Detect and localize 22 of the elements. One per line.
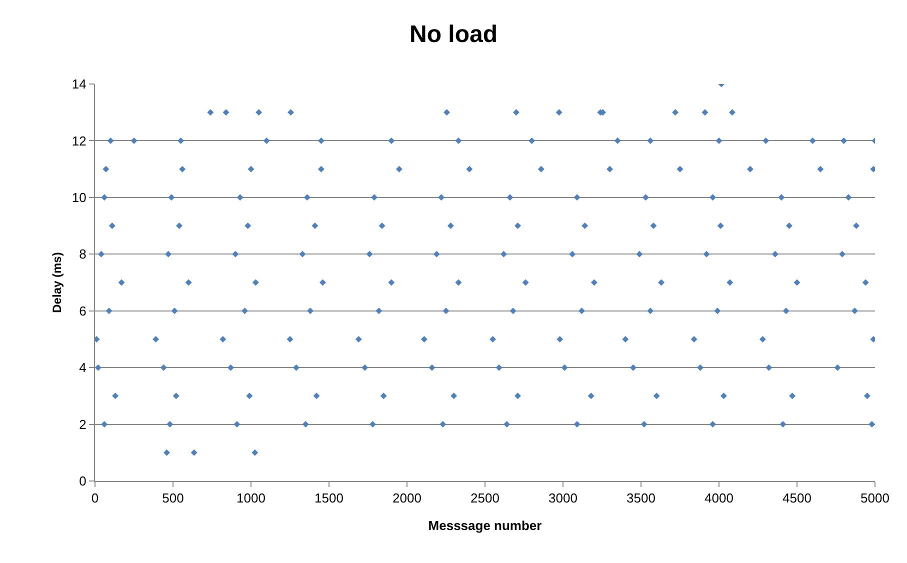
y-tick-label: 2 [79,416,86,432]
y-tick-label: 6 [79,303,86,318]
x-tick-label: 4500 [782,490,812,506]
y-tick-label: 14 [72,76,86,92]
x-tick-label: 1500 [314,490,344,506]
x-tick-label: 5000 [860,490,890,506]
x-axis-title: Messsage number [428,518,542,533]
chart-title: No load [410,21,498,48]
x-tick-label: 4000 [704,490,734,506]
y-tick-label: 10 [72,190,86,205]
x-tick-label: 2500 [470,490,500,506]
x-tick-label: 500 [162,490,184,506]
x-tick-label: 1000 [236,490,266,506]
x-tick-label: 3500 [626,490,656,506]
x-tick-label: 3000 [548,490,578,506]
y-tick-label: 4 [79,360,86,376]
y-tick-label: 0 [79,474,86,489]
x-tick-label: 0 [91,490,99,506]
x-tick-label: 2000 [392,490,422,506]
y-tick-label: 12 [72,133,86,148]
y-axis-title: Delay (ms) [50,252,64,313]
y-tick-label: 8 [79,246,86,262]
